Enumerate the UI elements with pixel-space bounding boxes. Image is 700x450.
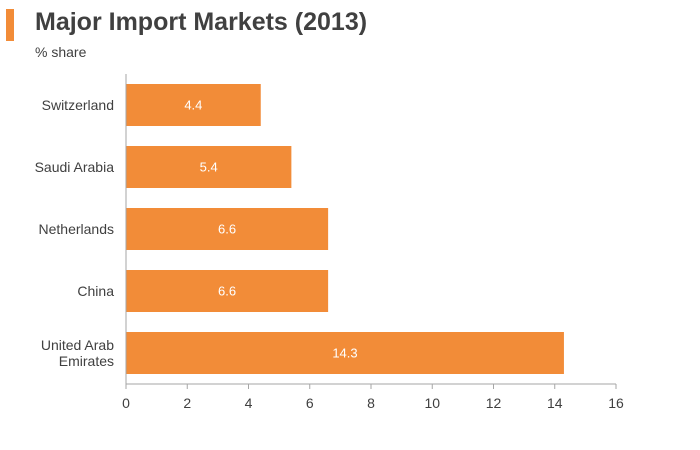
bar xyxy=(126,146,292,188)
bar-value-label: 4.4 xyxy=(184,98,202,113)
category-label: China xyxy=(77,283,114,299)
bar xyxy=(126,332,564,374)
bar-value-label: 6.6 xyxy=(218,284,236,299)
x-tick-label: 4 xyxy=(245,395,253,411)
x-tick-label: 2 xyxy=(183,395,191,411)
x-tick-label: 0 xyxy=(122,395,130,411)
category-label: Saudi Arabia xyxy=(35,159,115,175)
category-label: United Arab xyxy=(41,337,114,353)
chart-subtitle: % share xyxy=(35,44,87,60)
bar-value-label: 14.3 xyxy=(332,346,357,361)
x-tick-label: 8 xyxy=(367,395,375,411)
x-tick-label: 14 xyxy=(547,395,563,411)
category-label: Netherlands xyxy=(39,221,115,237)
bar xyxy=(126,84,261,126)
x-tick-label: 10 xyxy=(424,395,440,411)
bar xyxy=(126,270,329,312)
x-tick-label: 12 xyxy=(486,395,502,411)
category-label: Switzerland xyxy=(42,97,114,113)
bar xyxy=(126,208,329,250)
chart-title: Major Import Markets (2013) xyxy=(35,8,368,36)
x-tick-label: 16 xyxy=(608,395,624,411)
bar-value-label: 5.4 xyxy=(200,160,218,175)
bar-value-label: 6.6 xyxy=(218,222,236,237)
x-tick-label: 6 xyxy=(306,395,314,411)
title-accent-bar xyxy=(6,9,14,41)
category-label: Emirates xyxy=(59,353,114,369)
